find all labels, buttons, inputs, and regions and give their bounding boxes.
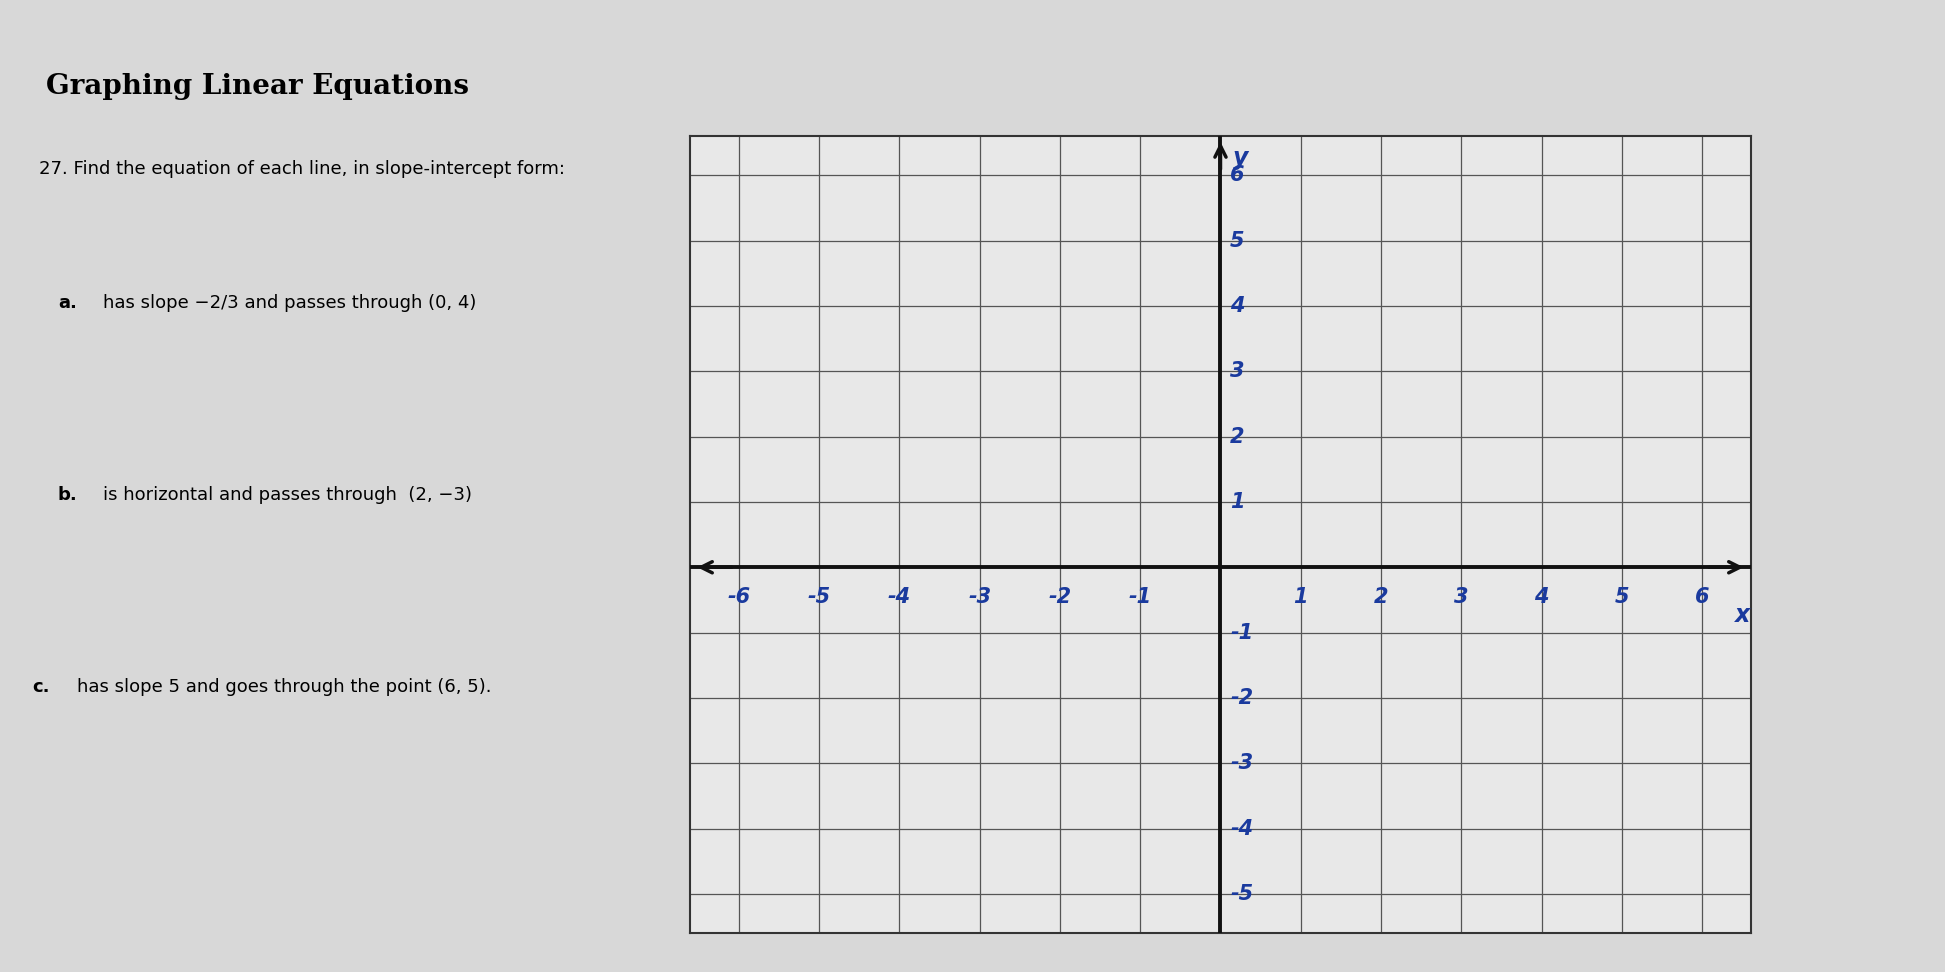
Text: 4: 4 (1535, 587, 1548, 607)
Text: -2: -2 (1048, 587, 1072, 607)
Text: 2: 2 (1229, 427, 1245, 446)
Text: 2: 2 (1373, 587, 1389, 607)
Text: 5: 5 (1614, 587, 1630, 607)
Text: 1: 1 (1293, 587, 1309, 607)
Text: 5: 5 (1229, 230, 1245, 251)
Text: -2: -2 (1229, 688, 1253, 708)
Text: -1: -1 (1229, 623, 1253, 642)
Text: -4: -4 (1229, 818, 1253, 839)
Text: -6: -6 (727, 587, 751, 607)
Text: 1: 1 (1229, 492, 1245, 512)
Text: b.: b. (58, 486, 78, 503)
Text: Graphing Linear Equations: Graphing Linear Equations (47, 74, 469, 100)
Text: 6: 6 (1229, 165, 1245, 186)
Text: 3: 3 (1455, 587, 1468, 607)
Text: -5: -5 (1229, 884, 1253, 904)
Text: c.: c. (33, 678, 51, 696)
Text: a.: a. (58, 294, 78, 312)
Text: x: x (1735, 604, 1750, 627)
Text: -1: -1 (1128, 587, 1151, 607)
Text: y: y (1233, 146, 1249, 170)
Text: -5: -5 (807, 587, 831, 607)
Text: 27. Find the equation of each line, in slope-intercept form:: 27. Find the equation of each line, in s… (39, 159, 564, 178)
Text: 4: 4 (1229, 295, 1245, 316)
Text: -3: -3 (969, 587, 992, 607)
Text: has slope −2/3 and passes through (0, 4): has slope −2/3 and passes through (0, 4) (103, 294, 477, 312)
Text: has slope 5 and goes through the point (6, 5).: has slope 5 and goes through the point (… (78, 678, 492, 696)
Text: 6: 6 (1694, 587, 1710, 607)
Text: -3: -3 (1229, 753, 1253, 774)
Text: is horizontal and passes through  (2, −3): is horizontal and passes through (2, −3) (103, 486, 473, 503)
Text: -4: -4 (887, 587, 910, 607)
Text: 3: 3 (1229, 362, 1245, 381)
